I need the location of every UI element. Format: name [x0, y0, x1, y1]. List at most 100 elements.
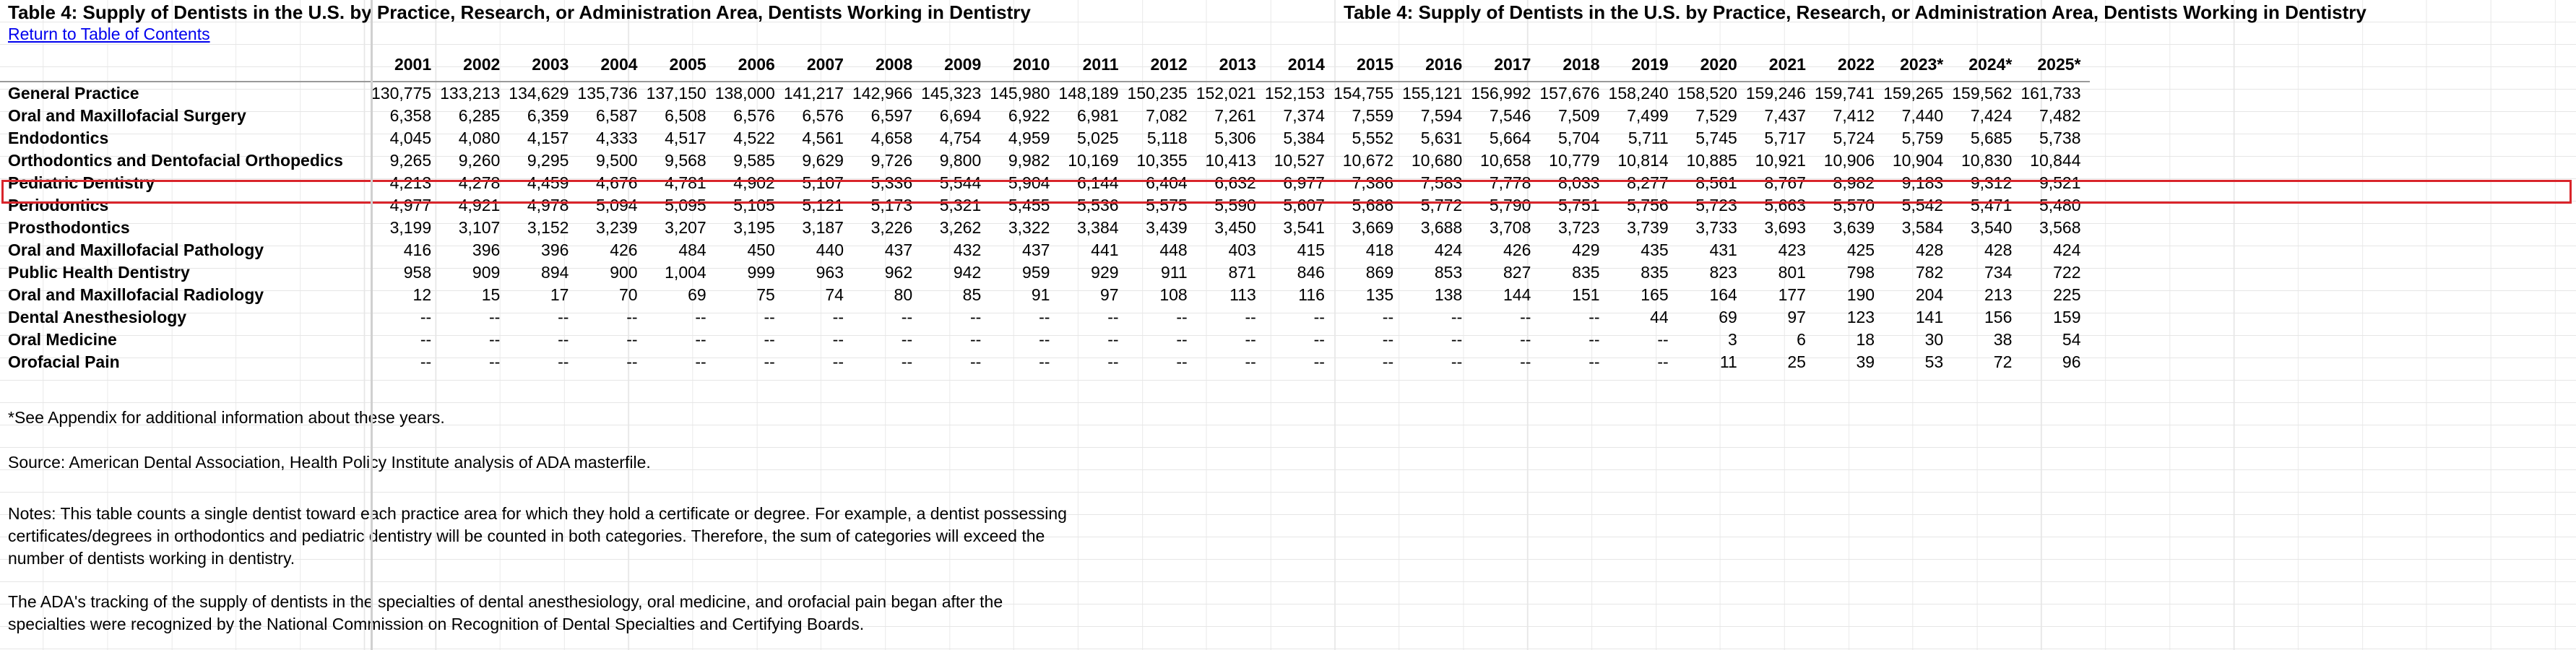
value-cell[interactable]: 428	[1984, 240, 2013, 259]
value-cell[interactable]: 448	[1159, 240, 1188, 259]
year-header-cell[interactable]: 2016	[1425, 55, 1463, 74]
value-cell[interactable]: --	[1107, 352, 1119, 371]
value-cell[interactable]: 97	[1099, 285, 1119, 304]
value-cell[interactable]: 5,631	[1420, 129, 1463, 147]
value-cell[interactable]: 4,977	[389, 196, 432, 214]
value-cell[interactable]: --	[626, 330, 638, 349]
row-label-cell[interactable]: Oral and Maxillofacial Pathology	[8, 240, 264, 259]
value-cell[interactable]: 6	[1797, 330, 1806, 349]
value-cell[interactable]: 135,736	[577, 81, 647, 105]
value-cell[interactable]: --	[1589, 352, 1600, 371]
value-cell[interactable]: 7,386	[1352, 173, 1394, 192]
row-label-cell[interactable]: Oral and Maxillofacial Radiology	[8, 285, 264, 304]
value-cell[interactable]: 7,482	[2039, 106, 2081, 125]
year-header-cell[interactable]: 2022	[1837, 55, 1875, 74]
value-cell[interactable]: 5,711	[1628, 129, 1669, 147]
value-cell[interactable]: 7,424	[1970, 106, 2013, 125]
value-cell[interactable]: 3,584	[1901, 218, 1944, 237]
value-cell[interactable]: 138	[1434, 285, 1463, 304]
value-cell[interactable]: 9,183	[1901, 173, 1944, 192]
value-cell[interactable]: 6,632	[1214, 173, 1256, 192]
value-cell[interactable]: 7,583	[1420, 173, 1463, 192]
value-cell[interactable]: 403	[1228, 240, 1256, 259]
value-cell[interactable]: 958	[403, 263, 432, 282]
year-header-cell[interactable]: 2024*	[1968, 55, 2013, 74]
value-cell[interactable]: 440	[816, 240, 844, 259]
value-cell[interactable]: 135	[1365, 285, 1394, 304]
value-cell[interactable]: 10,885	[1686, 151, 1737, 170]
row-label-cell[interactable]: Periodontics	[8, 196, 109, 214]
value-cell[interactable]: 5,745	[1695, 129, 1737, 147]
value-cell[interactable]: 3,439	[1146, 218, 1188, 237]
value-cell[interactable]: 8,767	[1764, 173, 1806, 192]
value-cell[interactable]: 5,570	[1833, 196, 1875, 214]
value-cell[interactable]: 3,107	[458, 218, 501, 237]
value-cell[interactable]: 159,265	[1883, 81, 1953, 105]
value-cell[interactable]: --	[969, 352, 982, 371]
value-cell[interactable]: --	[626, 308, 638, 326]
value-cell[interactable]: 75	[756, 285, 775, 304]
value-cell[interactable]: 6,508	[665, 106, 706, 125]
value-cell[interactable]: 6,694	[939, 106, 982, 125]
value-cell[interactable]: 9,260	[458, 151, 501, 170]
value-cell[interactable]: 159,562	[1952, 81, 2021, 105]
value-cell[interactable]: 152,021	[1196, 81, 1265, 105]
value-cell[interactable]: --	[1176, 308, 1188, 326]
value-cell[interactable]: 6,404	[1146, 173, 1188, 192]
value-cell[interactable]: 3,239	[596, 218, 638, 237]
value-cell[interactable]: 5,685	[1970, 129, 2013, 147]
value-cell[interactable]: 3,207	[665, 218, 706, 237]
value-cell[interactable]: 156,992	[1471, 81, 1540, 105]
year-header-cell[interactable]: 2008	[875, 55, 913, 74]
value-cell[interactable]: 3,568	[2039, 218, 2081, 237]
value-cell[interactable]: 853	[1434, 263, 1463, 282]
value-cell[interactable]: --	[1589, 330, 1600, 349]
value-cell[interactable]: 10,658	[1480, 151, 1531, 170]
value-cell[interactable]: 429	[1572, 240, 1600, 259]
value-cell[interactable]: 25	[1787, 352, 1806, 371]
value-cell[interactable]: 8,033	[1557, 173, 1600, 192]
row-label-cell[interactable]: Oral Medicine	[8, 330, 117, 349]
value-cell[interactable]: 11	[1719, 352, 1737, 371]
value-cell[interactable]: 6,358	[389, 106, 432, 125]
value-cell[interactable]: 157,676	[1539, 81, 1609, 105]
value-cell[interactable]: 425	[1846, 240, 1875, 259]
value-cell[interactable]: 7,778	[1489, 173, 1531, 192]
value-cell[interactable]: 10,672	[1342, 151, 1394, 170]
value-cell[interactable]: 999	[747, 263, 775, 282]
value-cell[interactable]: --	[1313, 330, 1325, 349]
value-cell[interactable]: 10,814	[1617, 151, 1669, 170]
value-cell[interactable]: 154,755	[1333, 81, 1403, 105]
value-cell[interactable]: 6,285	[458, 106, 501, 125]
value-cell[interactable]: --	[1313, 308, 1325, 326]
value-cell[interactable]: 142,966	[852, 81, 922, 105]
value-cell[interactable]: 432	[953, 240, 982, 259]
value-cell[interactable]: 3,693	[1764, 218, 1806, 237]
value-cell[interactable]: 133,213	[440, 81, 509, 105]
row-label-cell[interactable]: Endodontics	[8, 129, 109, 147]
value-cell[interactable]: 213	[1984, 285, 2013, 304]
value-cell[interactable]: --	[558, 308, 569, 326]
value-cell[interactable]: 4,902	[733, 173, 775, 192]
value-cell[interactable]: 5,724	[1833, 129, 1875, 147]
value-cell[interactable]: 871	[1228, 263, 1256, 282]
value-cell[interactable]: --	[558, 330, 569, 349]
value-cell[interactable]: 4,459	[527, 173, 569, 192]
value-cell[interactable]: 4,676	[596, 173, 638, 192]
value-cell[interactable]: 150,235	[1127, 81, 1196, 105]
value-cell[interactable]: --	[1245, 308, 1256, 326]
value-cell[interactable]: 6,922	[1008, 106, 1050, 125]
year-header-cell[interactable]: 2021	[1768, 55, 1806, 74]
value-cell[interactable]: 164	[1709, 285, 1737, 304]
value-cell[interactable]: 418	[1365, 240, 1394, 259]
value-cell[interactable]: 10,921	[1755, 151, 1806, 170]
value-cell[interactable]: 5,772	[1420, 196, 1463, 214]
value-cell[interactable]: 137,150	[646, 81, 715, 105]
value-cell[interactable]: --	[1039, 330, 1050, 349]
value-cell[interactable]: 801	[1778, 263, 1806, 282]
value-cell[interactable]: 10,169	[1068, 151, 1119, 170]
value-cell[interactable]: 156	[1984, 308, 2013, 326]
value-cell[interactable]: 3,152	[527, 218, 569, 237]
year-header-cell[interactable]: 2013	[1219, 55, 1256, 74]
year-header-cell[interactable]: 2009	[944, 55, 982, 74]
